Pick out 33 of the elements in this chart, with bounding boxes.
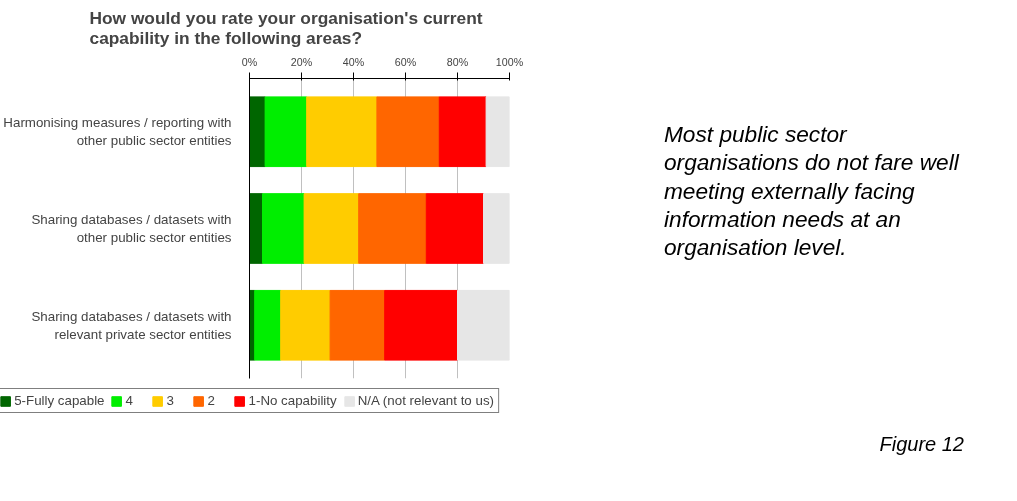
bar	[457, 289, 510, 361]
bar	[483, 193, 510, 264]
bar	[264, 96, 308, 168]
bar	[376, 96, 440, 168]
bar	[384, 289, 458, 361]
legend-label: 2	[207, 393, 216, 408]
bar	[303, 193, 360, 264]
chart-title: How would you rate your organisation's current capability in the following areas?	[89, 7, 483, 48]
legend-label: 4	[125, 393, 134, 408]
bar	[438, 96, 487, 168]
y-tick-label: Harmonising measures / reporting with other public sector entities	[3, 115, 232, 149]
text: Most public sector organisations do not fare well meeting externally facing information needs at an organisation level.	[664, 120, 961, 262]
y-tick-label: Sharing databases / datasets with relevant private sector entities	[31, 308, 232, 342]
x-tick-label: 60%	[394, 55, 417, 68]
y-tick-label: Sharing databases / datasets with other public sector entities	[31, 212, 232, 245]
legend-label: 3	[166, 393, 175, 408]
legend-label: 1-No capability	[248, 393, 337, 408]
x-tick-label: 100%	[495, 55, 524, 68]
bar	[329, 289, 386, 361]
x-tick-label: 20%	[290, 55, 313, 68]
bar	[254, 289, 282, 361]
bar	[306, 96, 378, 168]
x-tick-label: 40%	[342, 55, 365, 68]
x-tick-label: 80%	[446, 55, 469, 68]
bar	[280, 289, 331, 361]
bar	[485, 96, 510, 168]
caption: Figure 12	[879, 432, 964, 457]
legend-label: 5-Fully capable	[14, 393, 105, 408]
bar	[425, 193, 484, 264]
bar	[262, 193, 305, 264]
legend-label: N/A (not relevant to us)	[357, 393, 494, 408]
bar	[358, 193, 427, 264]
x-tick-label: 0%	[241, 55, 258, 68]
